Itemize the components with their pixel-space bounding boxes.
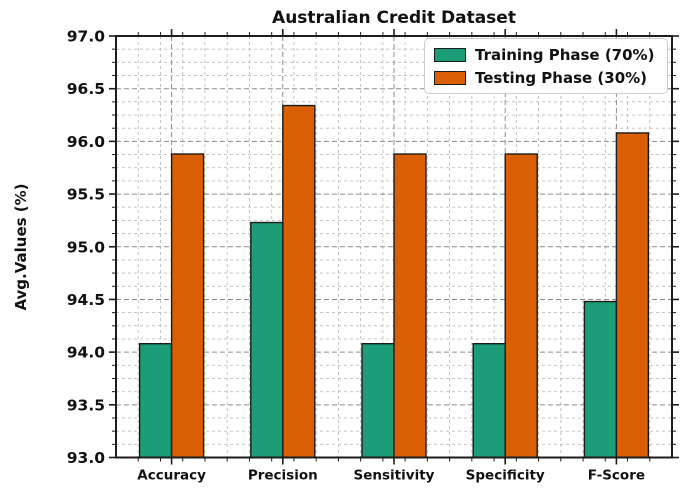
- bar-training-accuracy: [138, 342, 173, 459]
- chart-title: Australian Credit Dataset: [272, 8, 516, 28]
- bar-testing-accuracy: [170, 153, 205, 459]
- y-tick-label: 95.0: [67, 238, 105, 256]
- y-tick-label: 93.0: [67, 449, 105, 467]
- x-tick-label-specificity: Specificity: [466, 468, 545, 484]
- bar-testing-precision: [282, 104, 316, 459]
- legend-label-testing: Testing Phase (30%): [475, 69, 648, 87]
- legend: Training Phase (70%) Testing Phase (30%): [424, 38, 668, 94]
- legend-item-training: Training Phase (70%): [434, 46, 658, 64]
- y-tick-label: 96.0: [67, 133, 105, 151]
- bar-training-f-score: [583, 300, 618, 459]
- bar-testing-f-score: [615, 132, 650, 459]
- x-tick-label-sensitivity: Sensitivity: [354, 468, 435, 484]
- bar-training-specificity: [472, 342, 506, 459]
- x-tick-label-f-score: F-Score: [588, 468, 645, 484]
- bar-training-precision: [250, 221, 284, 459]
- bar-testing-sensitivity: [393, 153, 427, 459]
- y-tick-label: 95.5: [67, 186, 105, 204]
- testing-series-swatch: [434, 71, 466, 85]
- legend-label-training: Training Phase (70%): [475, 46, 655, 64]
- y-tick-label: 93.5: [67, 396, 105, 414]
- bar-training-sensitivity: [361, 342, 395, 459]
- y-tick-label: 94.5: [67, 291, 105, 309]
- legend-item-testing: Testing Phase (30%): [434, 69, 658, 87]
- x-tick-label-precision: Precision: [248, 468, 318, 484]
- y-tick-label: 97.0: [67, 28, 105, 46]
- bar-testing-specificity: [504, 153, 538, 459]
- y-tick-label: 94.0: [67, 344, 105, 362]
- training-series-swatch: [434, 48, 466, 62]
- x-tick-label-accuracy: Accuracy: [137, 468, 206, 484]
- y-tick-label: 96.5: [67, 80, 105, 98]
